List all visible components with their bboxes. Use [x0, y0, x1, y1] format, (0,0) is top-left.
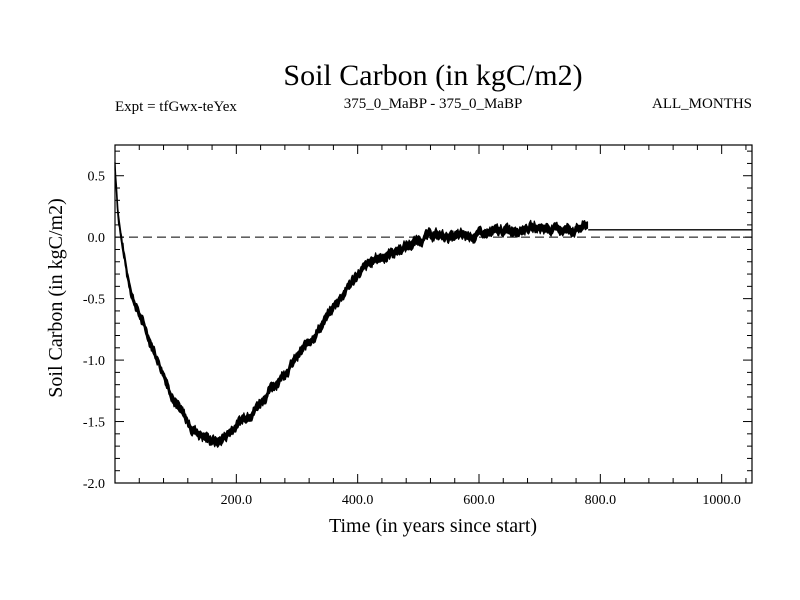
- y-tick-label: 0.5: [88, 170, 106, 185]
- x-axis-label: Time (in years since start): [329, 515, 537, 537]
- y-tick-label: -0.5: [83, 293, 105, 308]
- x-tick-label: 1000.0: [702, 493, 741, 508]
- x-tick-label: 200.0: [221, 493, 253, 508]
- period-label: 375_0_MaBP - 375_0_MaBP: [344, 96, 523, 112]
- plot-frame: [114, 144, 753, 484]
- x-tick-label: 800.0: [585, 493, 617, 508]
- chart-title: Soil Carbon (in kgC/m2): [283, 59, 582, 92]
- x-tick-label: 600.0: [463, 493, 495, 508]
- x-tick-label: 400.0: [342, 493, 374, 508]
- plot-area: 0.5 0.0 -0.5 -1.0 -1.5 -2.0 200.0 400.0 600.0 800…: [83, 144, 753, 508]
- y-tick-label: 0.0: [88, 231, 106, 246]
- y-tick-label: -2.0: [83, 477, 105, 492]
- soil-carbon-band: [114, 161, 589, 448]
- y-tick-label: -1.5: [83, 416, 105, 431]
- y-axis-label: Soil Carbon (in kgC/m2): [45, 198, 67, 397]
- y-tick-label: -1.0: [83, 354, 105, 369]
- experiment-label: Expt = tfGwx-teYex: [115, 99, 237, 115]
- months-label: ALL_MONTHS: [652, 96, 752, 112]
